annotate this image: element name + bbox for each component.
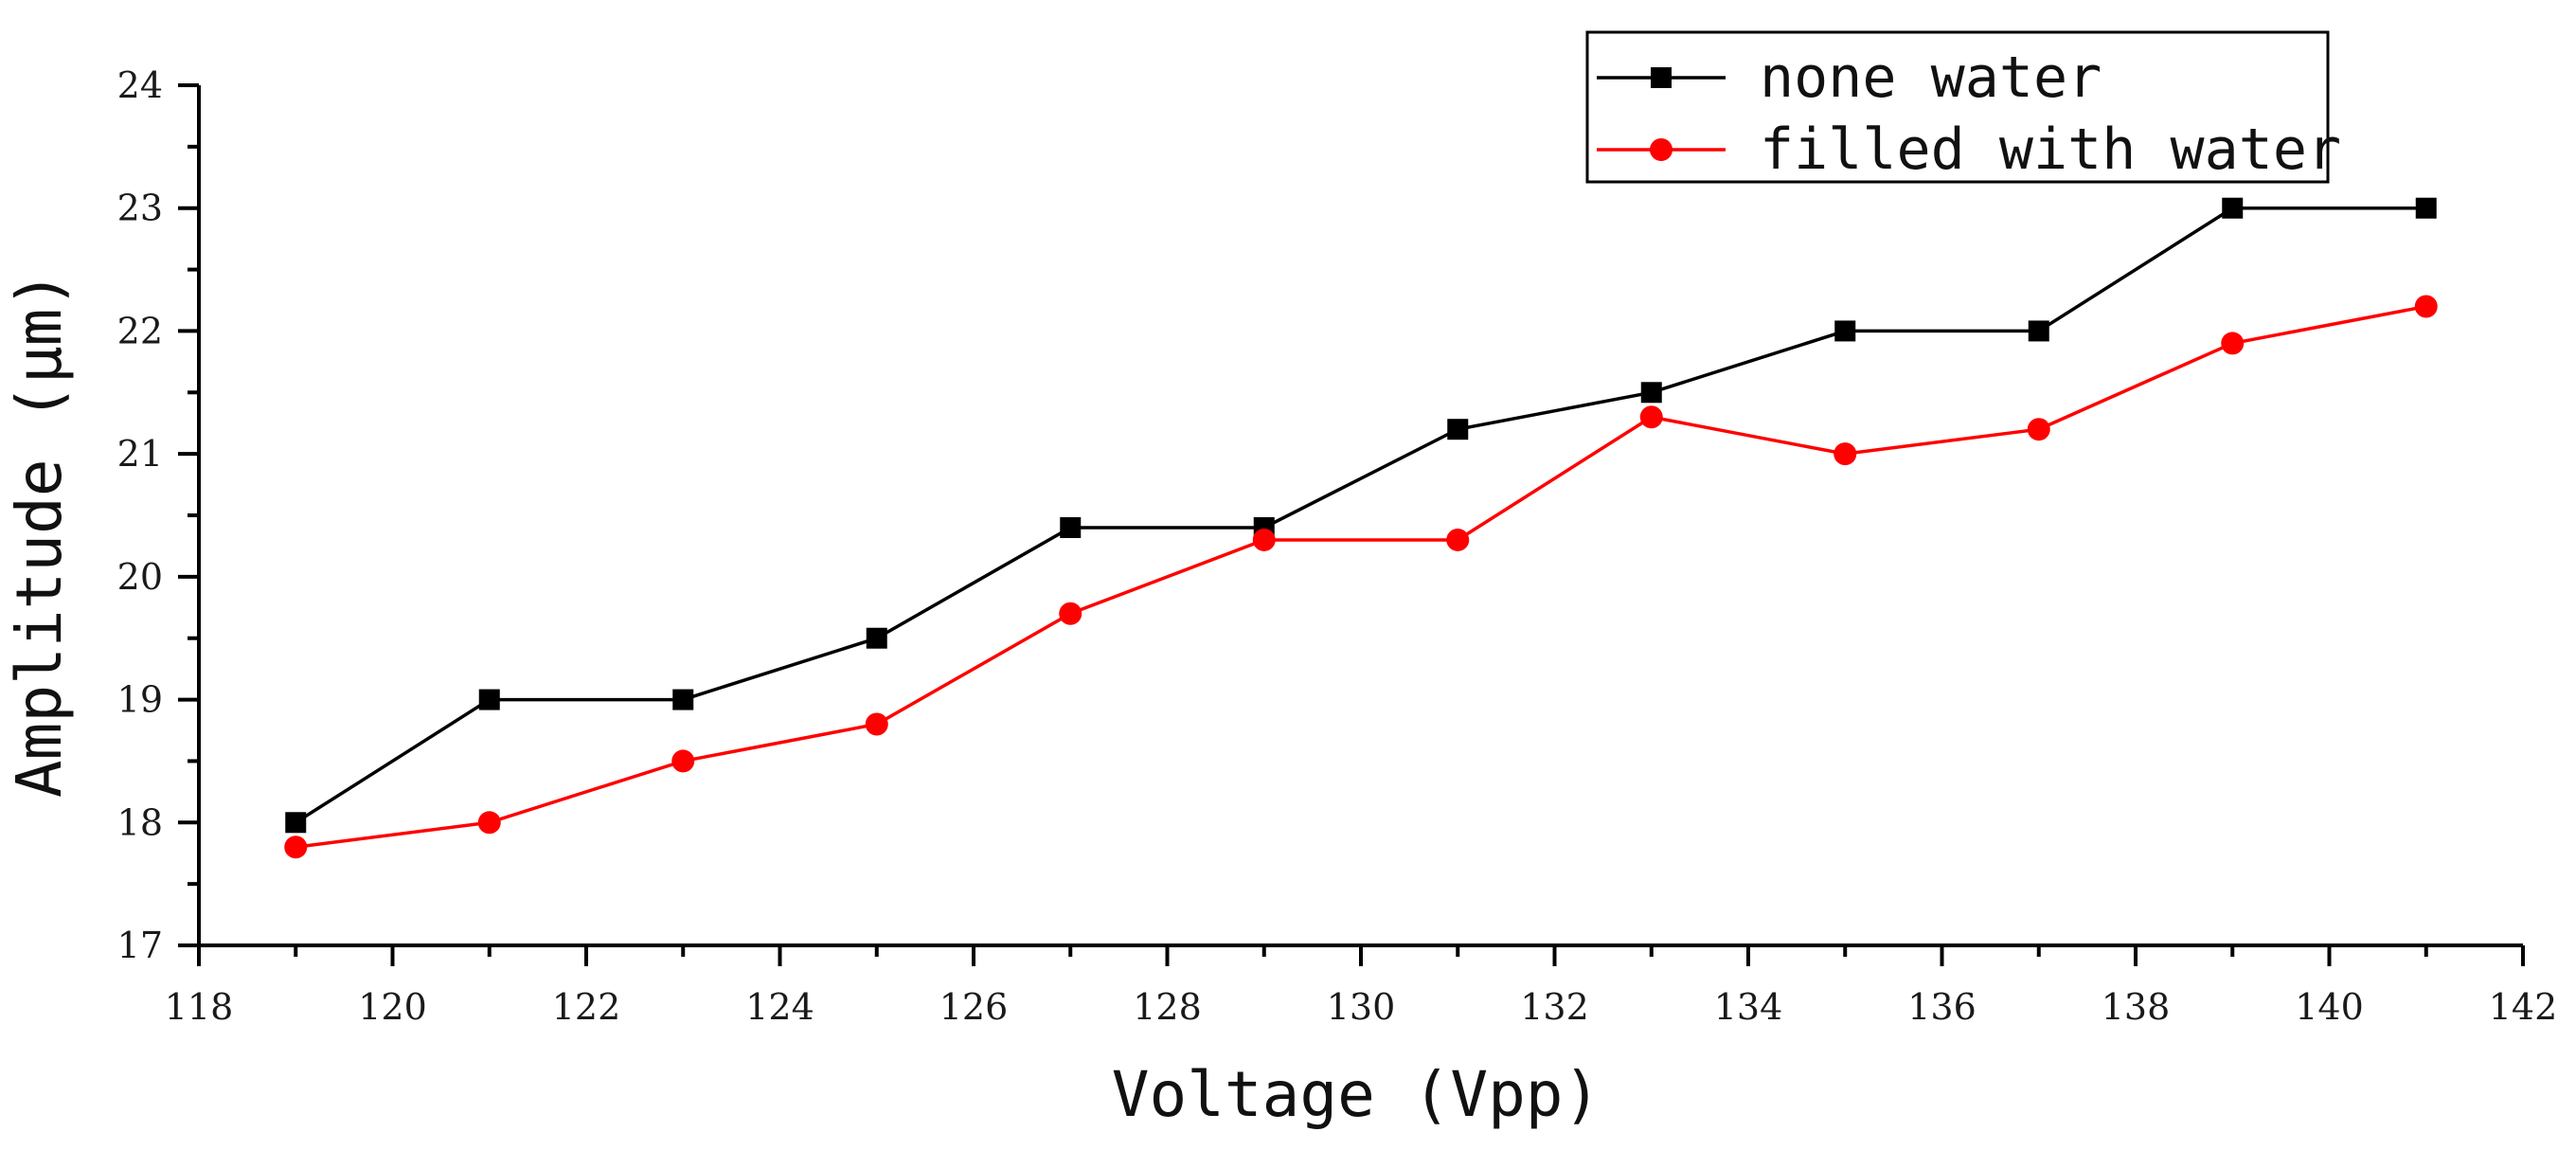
legend-item: filled with water [1597, 117, 2341, 183]
data-point [1060, 516, 1082, 538]
ticks: 118 120 122 124 126 128 130 132 134 136 138 140 142 1… [117, 64, 2558, 1028]
data-point [2027, 418, 2050, 441]
y-tick-label: 17 [117, 925, 163, 966]
data-point [1446, 528, 1470, 551]
series-line [295, 206, 2426, 824]
x-tick-label: 132 [1520, 986, 1589, 1028]
data-point [1059, 602, 1082, 625]
y-tick-label: 18 [117, 801, 163, 843]
x-tick-label: 130 [1327, 986, 1396, 1028]
x-tick-label: 128 [1133, 986, 1202, 1028]
data-point [671, 749, 695, 773]
data-point [2414, 295, 2438, 318]
x-tick-label: 126 [939, 986, 1009, 1028]
x-tick-label: 120 [358, 986, 427, 1028]
x-tick-label: 138 [2102, 986, 2171, 1028]
series-layer [284, 197, 2438, 859]
series-none-water [285, 197, 2437, 834]
series-line [295, 304, 2427, 849]
legend-label: filled with water [1760, 117, 2341, 183]
data-point [2415, 197, 2437, 219]
data-point [1639, 405, 1663, 429]
data-point [1834, 320, 1856, 342]
x-tick-label: 124 [745, 986, 814, 1028]
data-point [1834, 442, 1857, 466]
x-tick-label: 134 [1714, 986, 1783, 1028]
data-point [2028, 320, 2049, 342]
data-point [1447, 419, 1469, 440]
data-point [866, 627, 887, 649]
data-point [478, 689, 500, 710]
series-filled-with-water [284, 295, 2438, 859]
data-point [2222, 197, 2244, 219]
x-tick-label: 142 [2489, 986, 2558, 1028]
y-tick-label: 19 [117, 679, 163, 721]
data-point [1640, 382, 1662, 404]
data-point [672, 689, 694, 710]
legend-item: none water [1597, 45, 2102, 111]
legend-box [1585, 30, 2330, 184]
data-point [285, 812, 307, 834]
y-tick-label: 20 [117, 556, 163, 598]
axes [197, 85, 2523, 947]
y-tick-label: 24 [117, 64, 163, 106]
x-tick-label: 136 [1907, 986, 1977, 1028]
legend-marker [1651, 67, 1672, 88]
x-tick-label: 122 [552, 986, 621, 1028]
y-tick-label: 23 [117, 188, 163, 229]
data-point [477, 811, 501, 835]
data-point [1252, 528, 1276, 551]
data-point [284, 836, 308, 859]
legend-label: none water [1760, 45, 2102, 111]
x-axis-title: Voltage (Vpp) [1112, 1058, 1601, 1131]
x-tick-label: 118 [165, 986, 234, 1028]
y-tick-label: 22 [117, 310, 163, 351]
y-tick-label: 21 [117, 433, 163, 475]
legend-marker [1650, 138, 1673, 161]
data-point [2221, 332, 2245, 355]
x-tick-label: 140 [2295, 986, 2364, 1028]
data-point [865, 712, 888, 736]
y-axis-title: Amplitude (μm) [3, 271, 76, 798]
